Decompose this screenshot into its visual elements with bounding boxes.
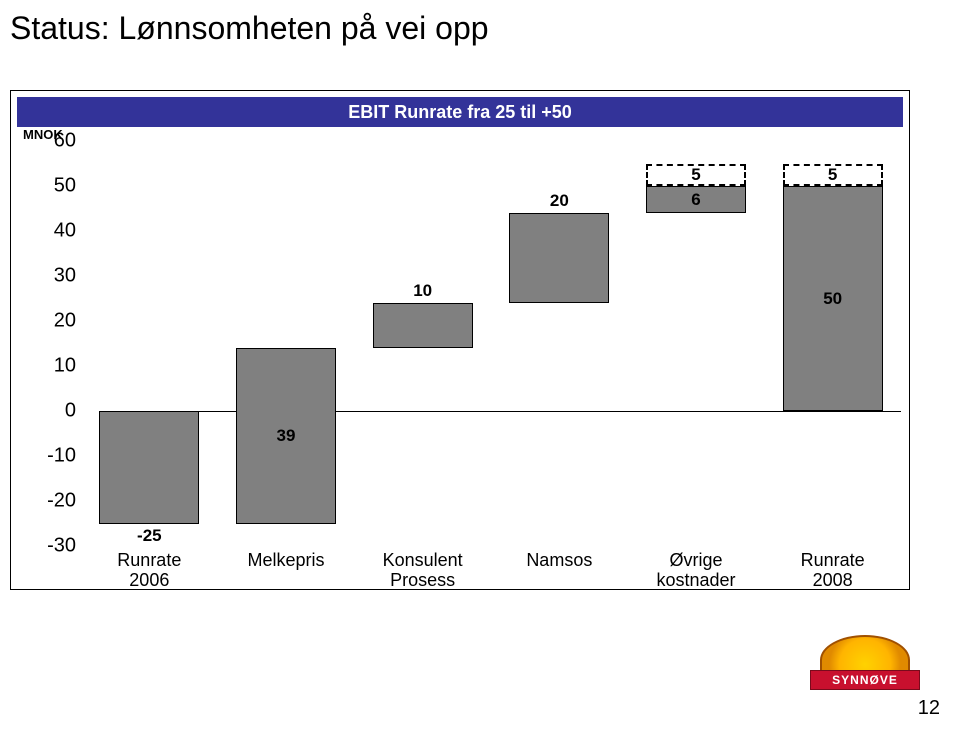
bar-value-label: -25 [99,526,199,546]
bar-value-label: 10 [373,281,473,301]
y-tick: 40 [21,220,76,243]
x-axis-labels: Runrate2006 Melkepris KonsulentProsess Nams… [81,551,901,591]
y-tick: -20 [21,490,76,513]
page-title: Status: Lønnsomheten på vei opp [10,10,489,47]
y-tick: 10 [21,355,76,378]
x-category-label: Øvrigekostnader [631,551,761,591]
y-tick: 0 [21,400,76,423]
bar-value-label: 20 [509,191,609,211]
bar-value-label: 6 [646,190,746,210]
chart-title-bar: EBIT Runrate fra 25 til +50 [17,97,903,127]
y-tick: 50 [21,175,76,198]
x-category-label: Namsos [494,551,624,571]
waterfall-bar [509,213,609,303]
bar-value-label: 5 [646,165,746,185]
y-tick: 30 [21,265,76,288]
bar-value-label: 50 [783,289,883,309]
page-number: 12 [918,697,940,720]
x-category-label: Melkepris [221,551,351,571]
y-tick: -10 [21,445,76,468]
bar-value-label: 5 [783,165,883,185]
bar-value-label: 39 [236,426,336,446]
x-category-label: Runrate2006 [84,551,214,591]
brand-logo: SYNNØVE [810,630,920,700]
x-category-label: Runrate2008 [768,551,898,591]
x-category-label: KonsulentProsess [358,551,488,591]
y-tick: 60 [21,130,76,153]
waterfall-bar [373,303,473,348]
y-axis: 6050403020100-10-20-30 [21,141,76,546]
logo-banner: SYNNØVE [810,670,920,690]
y-tick: 20 [21,310,76,333]
chart-frame: EBIT Runrate fra 25 til +50 MNOK 6050403… [10,90,910,590]
plot-area: -25 39 10 20 6 5 50 5 [81,141,901,546]
y-tick: -30 [21,535,76,558]
waterfall-bar [99,411,199,524]
